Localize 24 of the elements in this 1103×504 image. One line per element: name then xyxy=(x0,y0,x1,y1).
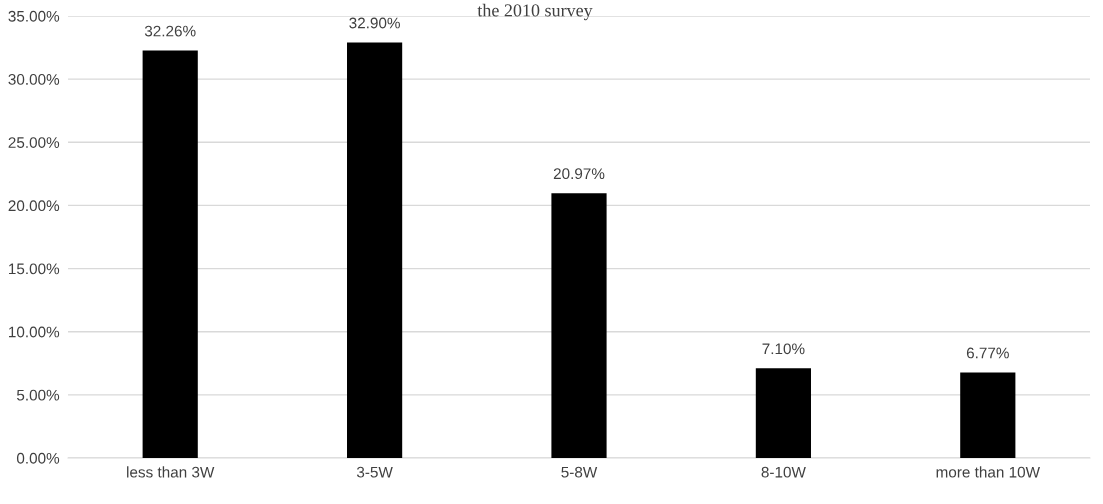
x-tick-label: 5-8W xyxy=(561,466,598,478)
y-tick-label: 35.00% xyxy=(8,10,60,22)
data-label: 20.97% xyxy=(553,168,605,180)
y-tick-label: 30.00% xyxy=(8,74,60,85)
bar xyxy=(960,372,1016,458)
y-tick-label: 20.00% xyxy=(8,200,60,212)
data-label: 32.26% xyxy=(144,25,196,37)
x-tick-label: less than 3W xyxy=(127,466,215,478)
bar xyxy=(347,42,403,458)
x-tick-label: 3-5W xyxy=(356,466,393,478)
y-tick-label: 15.00% xyxy=(9,263,60,275)
x-tick-label: 8-10W xyxy=(761,466,806,478)
data-label: 32.90% xyxy=(349,17,400,29)
y-tick-label: 25.00% xyxy=(8,137,60,148)
chart-title: the 2010 survey xyxy=(477,3,593,21)
x-tick-label: more than 10W xyxy=(936,466,1040,478)
data-label: 6.77% xyxy=(966,347,1009,359)
y-tick-label: 5.00% xyxy=(16,389,60,401)
bar xyxy=(551,193,607,458)
data-label: 7.10% xyxy=(762,343,805,355)
y-tick-label: 10.00% xyxy=(9,326,60,338)
bar xyxy=(142,50,198,458)
y-tick-label: 0.00% xyxy=(16,452,60,464)
bar xyxy=(755,368,811,458)
